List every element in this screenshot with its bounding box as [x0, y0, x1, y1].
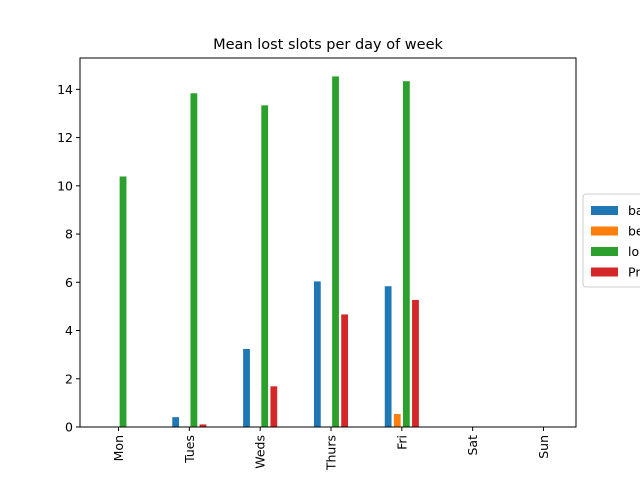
legend-label-Pr: Pr	[628, 265, 640, 280]
x-tick-label: Weds	[253, 435, 268, 469]
legend-box	[582, 193, 640, 288]
x-tick-label: Fri	[394, 435, 409, 450]
legend: ba be lo Pr	[582, 193, 640, 288]
y-tick-label: 10	[57, 178, 73, 193]
bar-lo-Mon	[119, 175, 128, 428]
bar-ba-Weds	[242, 348, 251, 428]
legend-label-ba: ba	[628, 203, 640, 218]
y-tick-label: 6	[65, 275, 73, 290]
bar-Pr-Fri	[411, 299, 420, 428]
legend-swatch-be	[591, 226, 618, 236]
legend-label-lo: lo	[628, 244, 639, 259]
legend-swatch-ba	[591, 206, 618, 215]
legend-label-be: be	[628, 224, 640, 239]
bar-Pr-Weds	[269, 385, 278, 428]
x-tick-label: Tues	[182, 435, 197, 464]
bar-ba-Tues	[171, 416, 180, 428]
y-tick-label: 12	[57, 130, 73, 145]
y-tick-label: 0	[65, 420, 73, 435]
y-tick-label: 4	[65, 323, 73, 338]
bar-Pr-Thurs	[340, 313, 349, 428]
bar-be-Fri	[393, 413, 402, 428]
bar-ba-Fri	[384, 285, 393, 428]
x-tick-label: Sat	[465, 435, 480, 456]
bar-lo-Weds	[260, 104, 269, 428]
legend-swatch-Pr	[591, 267, 618, 277]
bars-layer	[119, 75, 420, 428]
x-tick-label: Mon	[111, 435, 126, 461]
bar-ba-Thurs	[313, 280, 322, 428]
plot-frame	[79, 57, 577, 428]
chart-title: Mean lost slots per day of week	[213, 37, 443, 53]
y-tick-label: 8	[65, 227, 73, 242]
bar-lo-Thurs	[331, 75, 340, 428]
y-tick-label: 14	[57, 82, 73, 97]
y-tick-label: 2	[65, 371, 73, 386]
bar-lo-Fri	[402, 80, 411, 428]
x-tick-label: Thurs	[323, 435, 338, 471]
y-axis: 0 2 4 6 8 10 12 14	[57, 82, 80, 435]
bar-lo-Tues	[189, 92, 198, 428]
x-tick-label: Sun	[536, 435, 551, 459]
legend-swatch-lo	[591, 247, 618, 256]
x-axis: Mon Tues Weds Thurs Fri Sat Sun	[111, 427, 551, 471]
